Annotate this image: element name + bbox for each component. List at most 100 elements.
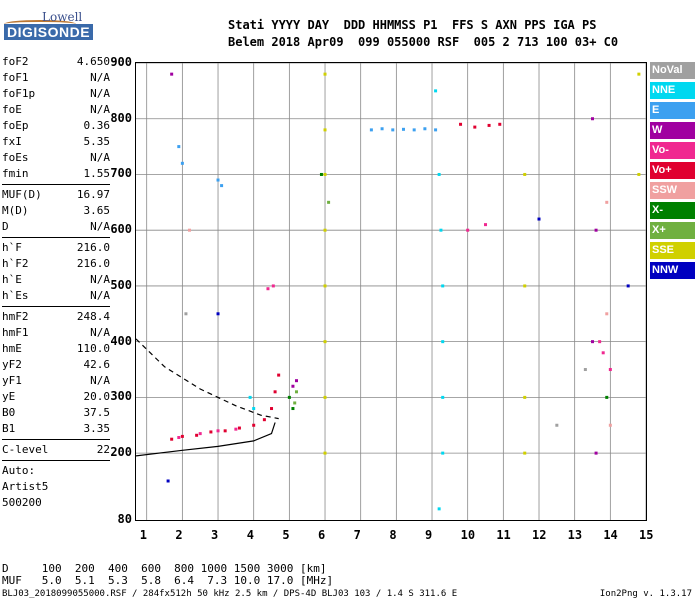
param-value: 3.65 — [83, 204, 111, 217]
y-tick-label: 400 — [110, 333, 132, 348]
divider — [2, 460, 110, 461]
echo-point — [487, 123, 491, 127]
echo-point — [177, 436, 181, 440]
echo-point — [291, 384, 295, 388]
param-row: B1 3.35 — [2, 421, 110, 437]
echo-point — [441, 284, 445, 288]
echo-point — [209, 430, 213, 434]
legend-item-vo: Vo+ — [650, 162, 695, 179]
solid-profile-trace — [136, 422, 276, 457]
param-value: N/A — [90, 374, 110, 387]
y-tick-label: 900 — [110, 55, 132, 69]
x-tick-label: 8 — [389, 528, 397, 542]
param-row: MUF(D) 16.97 — [2, 187, 110, 203]
header-labels: Stati YYYY DAY DDD HHMMSS P1 FFS S AXN P… — [228, 18, 597, 32]
param-name: h`F2 — [2, 257, 29, 270]
x-tick-label: 2 — [175, 528, 183, 542]
y-tick-label: 600 — [110, 222, 132, 237]
echo-point — [434, 128, 438, 132]
echo-point — [294, 379, 298, 383]
polarization-legend: NoVal NNE E W Vo- Vo+ SSW X- X+ SSE NNW — [650, 62, 695, 282]
parameter-panel: foF2 4.650 foF1 N/A foF1p N/A foE N/A foEp 0.36 fx… — [2, 54, 110, 511]
echo-point — [293, 401, 297, 405]
echo-point — [323, 172, 327, 176]
param-value: N/A — [90, 273, 110, 286]
param-row: hmF2 248.4 — [2, 309, 110, 325]
echo-point — [277, 373, 281, 377]
param-value: 5.35 — [83, 135, 111, 148]
logo-brand: Lowell — [42, 10, 83, 24]
echo-point — [583, 368, 587, 372]
param-value: 22 — [96, 443, 110, 456]
echo-point — [423, 127, 427, 131]
param-value: 16.97 — [76, 188, 110, 201]
param-row: C-level 22 — [2, 442, 110, 458]
echo-point — [523, 451, 527, 455]
echo-point — [401, 127, 405, 131]
param-value: 4.650 — [76, 55, 110, 68]
x-tick-label: 3 — [211, 528, 219, 542]
y-tick-label: 800 — [110, 110, 132, 125]
param-name: D — [2, 220, 9, 233]
echo-point — [273, 390, 277, 394]
x-tick-label: 11 — [496, 528, 511, 542]
param-name: M(D) — [2, 204, 29, 217]
divider — [2, 306, 110, 307]
param-row: foEs N/A — [2, 150, 110, 166]
echo-point — [537, 217, 541, 221]
legend-item-x: X+ — [650, 222, 695, 239]
param-name: foE — [2, 103, 22, 116]
legend-item-nne: NNE — [650, 82, 695, 99]
echo-point — [601, 351, 605, 355]
echo-point — [412, 128, 416, 132]
echo-point — [170, 437, 174, 441]
legend-item-nnw: NNW — [650, 262, 695, 279]
param-row: D N/A — [2, 219, 110, 235]
file-info: BLJ03_2018099055000.RSF / 284fx512h 50 k… — [2, 589, 458, 599]
echo-point — [437, 507, 441, 511]
x-tick-label: 10 — [460, 528, 476, 542]
y-tick-label: 300 — [110, 389, 132, 404]
echo-point — [166, 479, 170, 483]
param-value: N/A — [90, 151, 110, 164]
echo-point — [459, 122, 463, 126]
echo-point — [439, 228, 443, 232]
param-row: h`F2 216.0 — [2, 256, 110, 272]
echo-point — [441, 395, 445, 399]
echo-point — [248, 395, 252, 399]
echo-point — [598, 340, 602, 344]
echo-point — [266, 287, 270, 291]
param-value: 248.4 — [76, 310, 110, 323]
param-row: foF2 4.650 — [2, 54, 110, 70]
ionogram-plot — [135, 62, 647, 521]
param-row: yE 20.0 — [2, 389, 110, 405]
echo-point — [605, 395, 609, 399]
logo-swoosh — [4, 20, 76, 28]
echo-point — [323, 72, 327, 76]
echo-point — [555, 423, 559, 427]
echo-point — [323, 340, 327, 344]
echo-point — [594, 228, 598, 232]
echo-point — [271, 284, 275, 288]
param-value: 216.0 — [76, 241, 110, 254]
dashed-profile-trace — [136, 338, 279, 420]
param-name: yF2 — [2, 358, 22, 371]
param-row: foE N/A — [2, 102, 110, 118]
x-tick-label: 9 — [425, 528, 433, 542]
echo-point — [262, 418, 266, 422]
echo-point — [637, 72, 641, 76]
echo-point — [323, 228, 327, 232]
muf-row: MUF 5.0 5.1 5.3 5.8 6.4 7.3 10.0 17.0 [M… — [2, 574, 334, 587]
legend-item-x: X- — [650, 202, 695, 219]
param-row: B0 37.5 — [2, 405, 110, 421]
echo-point — [608, 368, 612, 372]
param-name: foEs — [2, 151, 29, 164]
echo-point — [369, 128, 373, 132]
param-row: yF1 N/A — [2, 373, 110, 389]
echo-point — [380, 127, 384, 131]
param-row: foF1 N/A — [2, 70, 110, 86]
echo-point — [323, 451, 327, 455]
legend-item-ssw: SSW — [650, 182, 695, 199]
legend-item-noval: NoVal — [650, 62, 695, 79]
auto-code: 500200 — [2, 496, 42, 509]
